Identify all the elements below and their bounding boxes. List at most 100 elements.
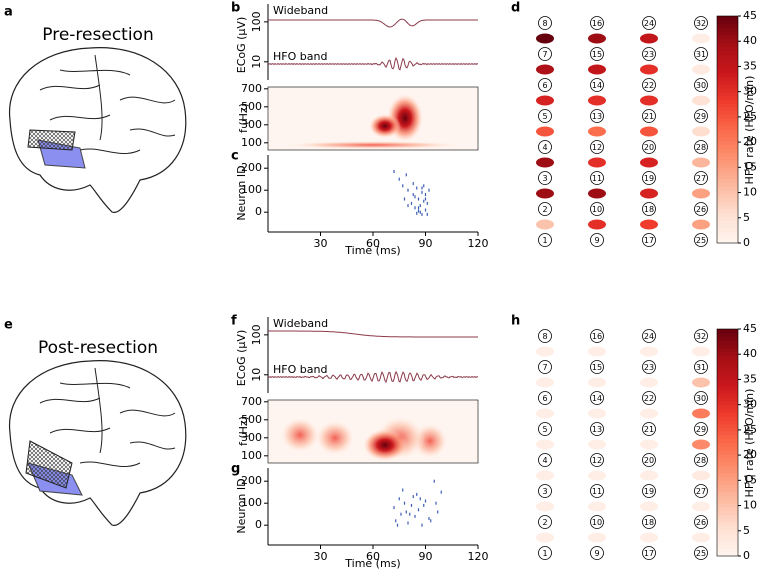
electrode xyxy=(590,233,604,247)
colorbar-step xyxy=(717,533,738,538)
electrode xyxy=(590,109,604,123)
spectral-power xyxy=(280,417,320,453)
colorbar-step xyxy=(717,159,738,165)
colorbar-step xyxy=(717,53,738,59)
panel-label: a xyxy=(4,5,13,20)
spike xyxy=(407,521,409,525)
colorbar-step xyxy=(717,140,738,146)
electrode-label: 6 xyxy=(542,81,547,90)
colorbar-step xyxy=(717,465,738,470)
colorbar-step xyxy=(717,110,738,115)
colorbar-step xyxy=(717,484,738,489)
electrode-label: 29 xyxy=(696,425,706,434)
colorbar-tick-label: 25 xyxy=(743,423,757,436)
hfo-rate xyxy=(640,157,658,168)
electrode xyxy=(538,140,552,154)
spike xyxy=(419,204,421,208)
electrode xyxy=(590,391,604,405)
x-tick-label: 90 xyxy=(419,550,433,563)
trace xyxy=(267,56,479,71)
spike xyxy=(421,190,423,194)
electrode-label: 19 xyxy=(644,487,654,496)
electrode-label: 4 xyxy=(542,143,547,152)
colorbar-frame xyxy=(716,328,739,557)
electrode xyxy=(642,515,656,529)
hfo-rate xyxy=(692,470,710,481)
electrode-label: 12 xyxy=(592,456,602,465)
hfo-rate xyxy=(536,64,554,75)
electrode-label: 28 xyxy=(696,456,706,465)
electrode-label: 13 xyxy=(592,112,602,121)
spike xyxy=(424,208,427,212)
hfo-rate xyxy=(588,126,606,137)
colorbar-label: HFO rate (HFO/min) xyxy=(743,76,756,185)
electrode xyxy=(538,171,552,185)
electrode-label: 24 xyxy=(644,332,654,341)
y-tick-label: 100 xyxy=(241,449,262,462)
spike xyxy=(414,514,416,518)
colorbar-step xyxy=(717,366,738,372)
electrode xyxy=(642,47,656,61)
spike xyxy=(417,206,420,210)
colorbar-step xyxy=(717,518,738,523)
colorbar-step xyxy=(717,503,738,508)
colorbar-step xyxy=(717,91,738,96)
electrode-label: 32 xyxy=(696,19,706,28)
hfo-rate xyxy=(588,157,606,168)
spike xyxy=(423,503,425,507)
colorbar-step xyxy=(717,133,738,138)
y-tick-label: 200 xyxy=(241,161,262,174)
colorbar-step xyxy=(717,201,738,206)
colorbar-step xyxy=(717,468,738,474)
electrode xyxy=(538,484,552,498)
colorbar-step xyxy=(717,220,738,225)
electrode-label: 23 xyxy=(644,50,654,59)
colorbar-step xyxy=(717,537,738,542)
electrode xyxy=(538,47,552,61)
y-tick-label: 100 xyxy=(241,496,262,509)
y-axis-label: ECoG (μV) xyxy=(235,17,248,74)
y-tick-label: 100 xyxy=(250,324,263,345)
hfo-rate xyxy=(692,64,710,75)
colorbar-step xyxy=(717,148,738,153)
colorbar-step xyxy=(717,540,738,546)
spike xyxy=(428,517,430,521)
colorbar-tick-label: 20 xyxy=(743,448,757,461)
colorbar-step xyxy=(717,450,738,455)
electrode xyxy=(694,140,708,154)
electrode xyxy=(642,360,656,374)
spike xyxy=(412,193,414,197)
colorbar-step xyxy=(717,23,738,28)
spike xyxy=(437,510,439,514)
hfo-rate xyxy=(588,219,606,230)
colorbar-step xyxy=(717,510,738,515)
colorbar-tick-label: 5 xyxy=(743,211,750,224)
electrode xyxy=(590,422,604,436)
electrode xyxy=(538,422,552,436)
electrode-label: 3 xyxy=(542,487,547,496)
spectral-power xyxy=(315,420,355,456)
electrode-label: 2 xyxy=(542,518,547,527)
y-tick-label: 700 xyxy=(241,395,262,408)
electrode-label: 11 xyxy=(592,487,602,496)
spectral-power xyxy=(283,141,463,149)
hfo-rate xyxy=(536,501,554,512)
spike xyxy=(398,497,400,501)
colorbar-step xyxy=(717,129,738,134)
frame xyxy=(267,399,479,464)
electrode xyxy=(694,391,708,405)
spike xyxy=(402,184,404,188)
colorbar-step xyxy=(717,347,738,353)
colorbar-step xyxy=(717,404,738,409)
colorbar-step xyxy=(717,212,738,218)
colorbar-step xyxy=(717,106,738,112)
hfo-rate xyxy=(692,188,710,199)
x-tick-label: 90 xyxy=(419,237,433,250)
electrode-label: 20 xyxy=(644,143,654,152)
y-axis-label: f (Hz) xyxy=(237,416,250,446)
panel-label: c xyxy=(231,149,239,164)
y-tick-label: 100 xyxy=(241,183,262,196)
colorbar-step xyxy=(717,61,738,66)
electrode-label: 1 xyxy=(542,549,547,558)
